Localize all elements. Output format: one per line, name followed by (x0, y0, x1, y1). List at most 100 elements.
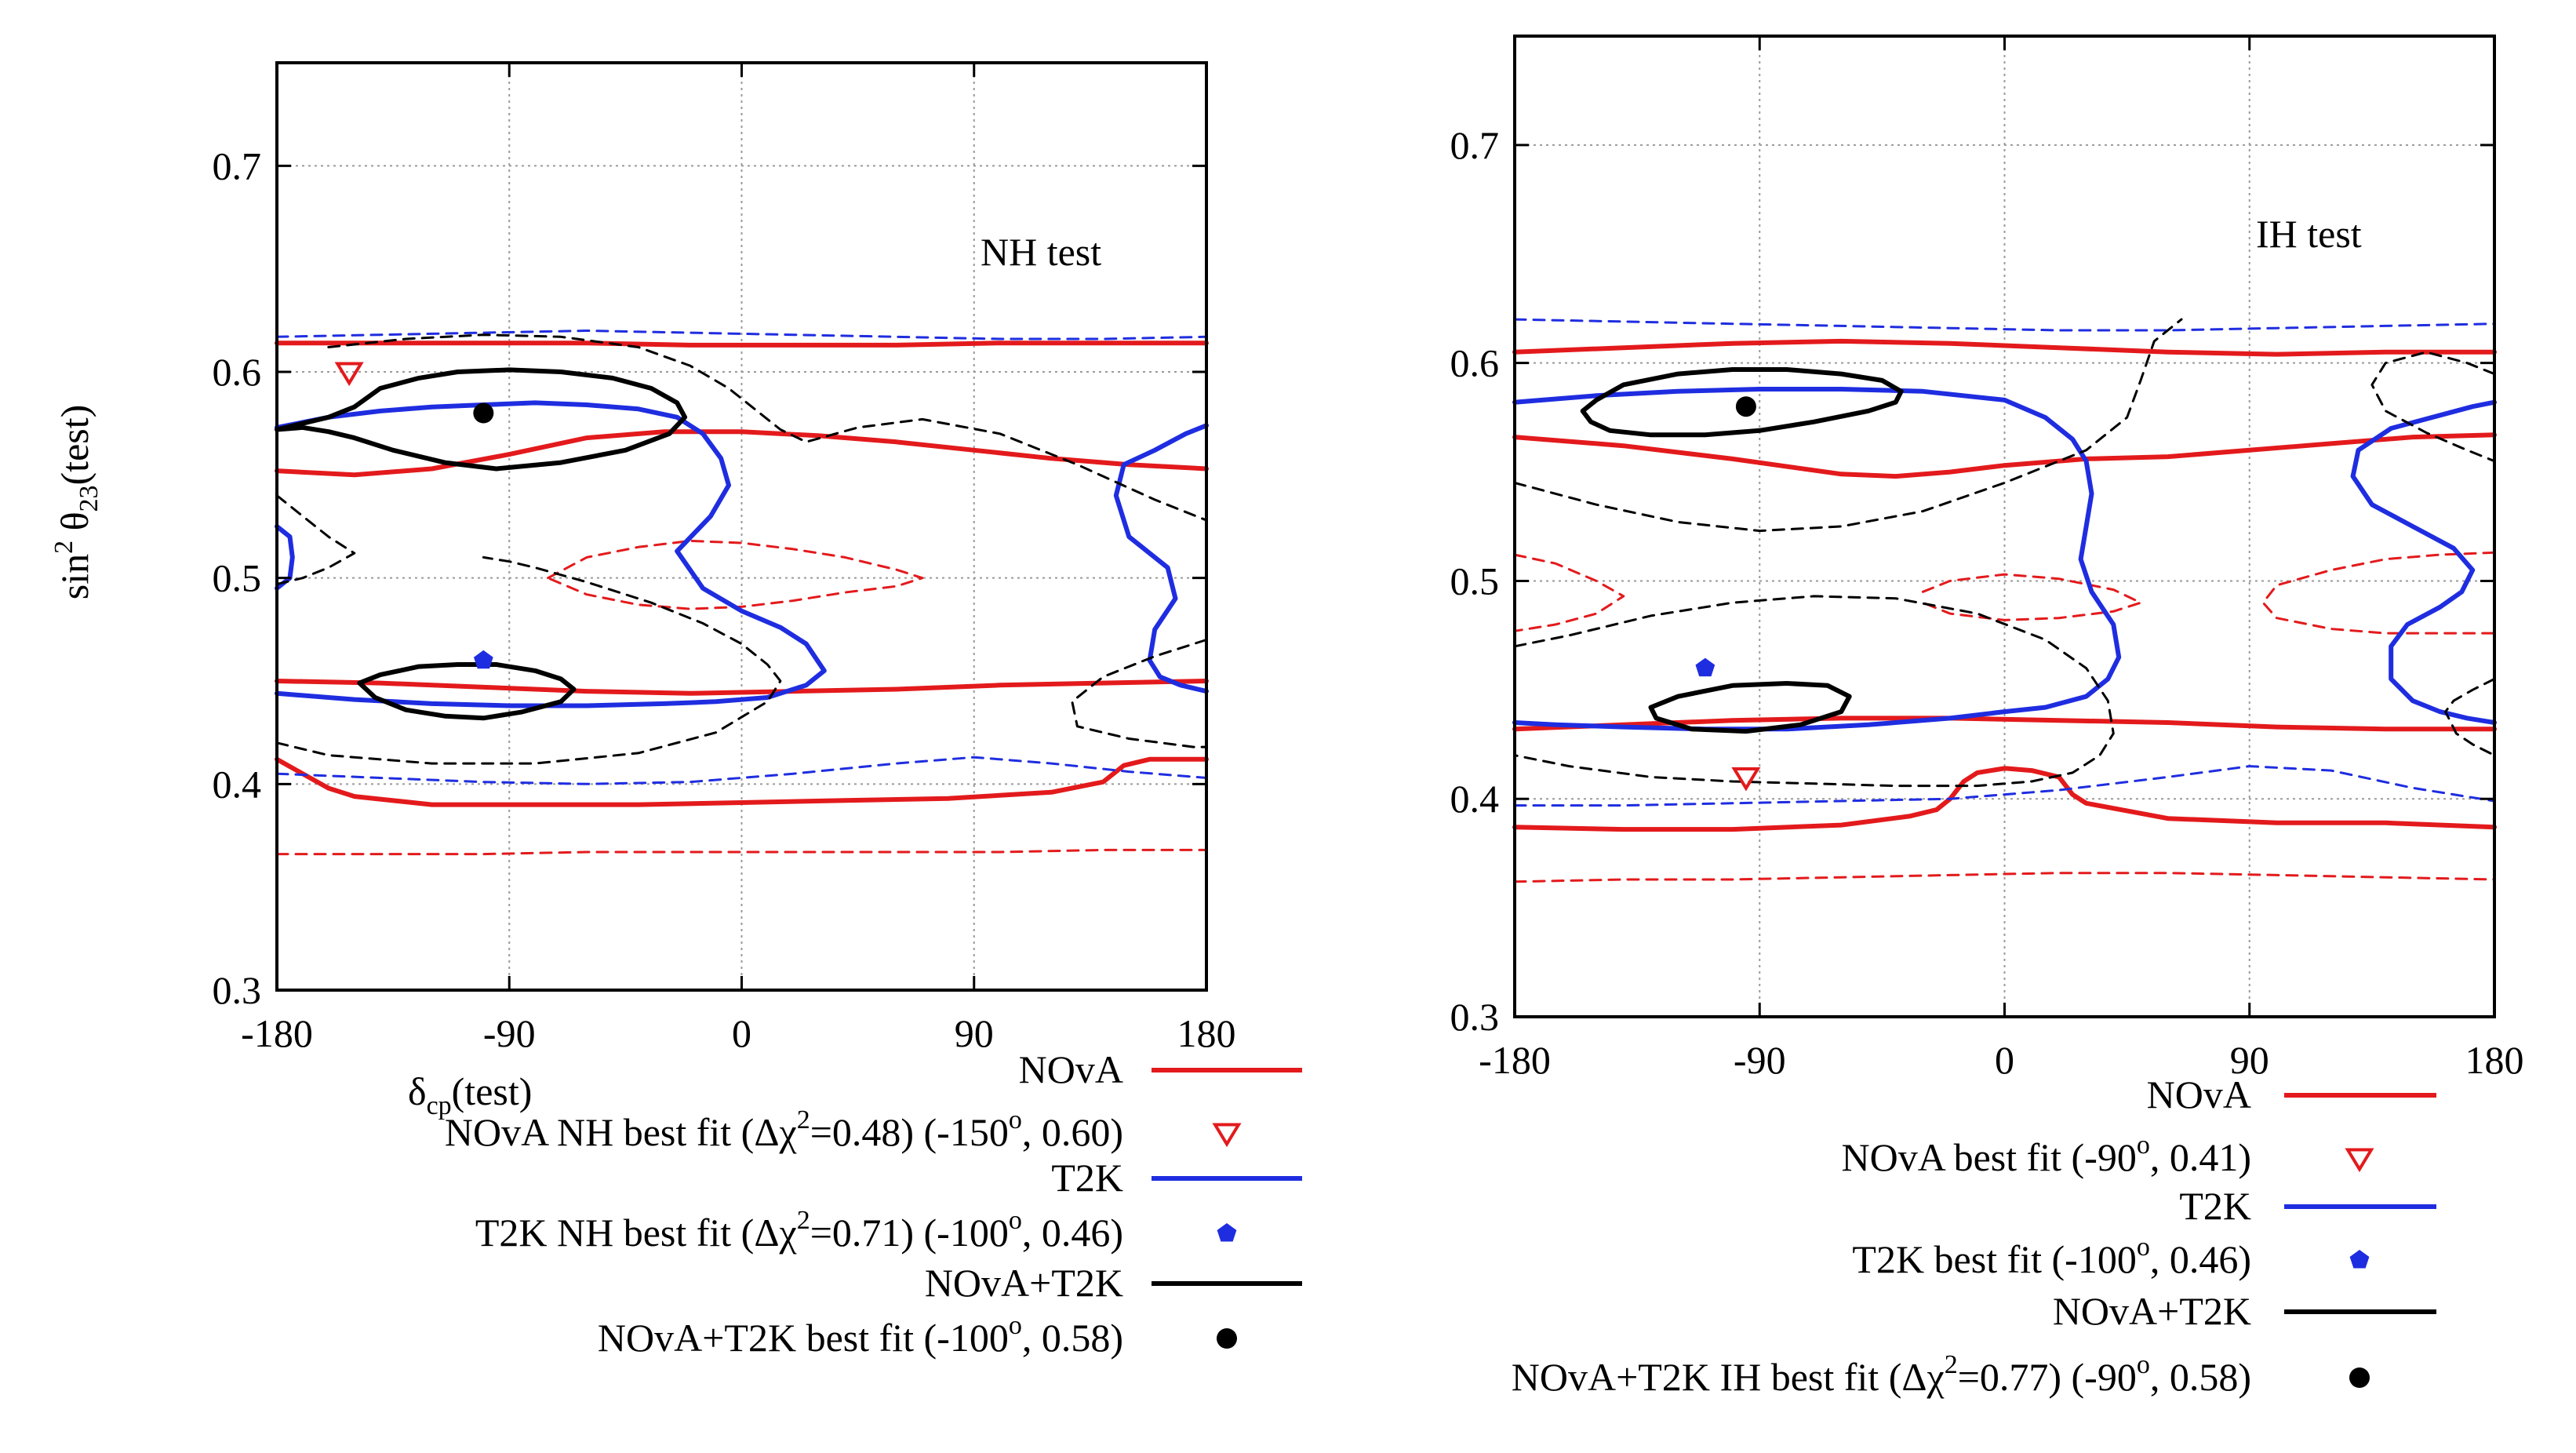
right-series-t2k-8 (1512, 387, 2122, 732)
ylabel-sup: 2 (49, 541, 78, 554)
left-point-t2k-nh-best-fit (474, 650, 493, 669)
right-xtick-label: 180 (2465, 1038, 2524, 1082)
ylabel-sub: 23 (75, 485, 104, 512)
left-series-t2k-6 (275, 400, 827, 708)
right-series-nova-t2k-2--14 (1513, 318, 2183, 533)
left-legend-marker-1 (1212, 1123, 1242, 1148)
legend-text: T2K NH best fit (Δχ (475, 1211, 797, 1255)
right-series-nova-2--5 (1513, 553, 1625, 632)
left-ytick-label: 0.6 (213, 350, 262, 394)
right-series-nova-t2k-2--15 (1513, 595, 2115, 788)
right-series-nova-t2k-2--17 (2444, 677, 2496, 757)
right-series-t2k-9 (2350, 399, 2497, 725)
legend-superscript: o (1009, 1311, 1022, 1340)
left-legend-marker-5 (1217, 1328, 1237, 1349)
left-panel: -180 -90 0 90 180 0.3 0.4 0.5 0.6 0.7 NH test sin… (49, 61, 1302, 1360)
left-series-nova-2--4 (275, 848, 1208, 856)
right-point-nova-t2k-ih-best-fit (1735, 396, 1756, 417)
left-legend-label-1: NOvA NH best fit (Δχ2=0.48) (-150o, 0.60… (445, 1105, 1123, 1154)
left-legend-label-0: NOvA (1019, 1047, 1123, 1091)
left-series-nova-1 (275, 429, 1209, 478)
xlabel-tail: (test) (452, 1069, 533, 1113)
left-y-axis-label: sin2 θ23(test) (49, 405, 104, 600)
left-series-nova-t2k-2--14 (275, 494, 356, 585)
right-ytick-label: 0.7 (1450, 123, 1500, 167)
left-series-nova-0 (275, 340, 1209, 348)
legend-text: , 0.46) (2150, 1237, 2251, 1281)
right-legend-label-3: T2K best fit (-100o, 0.46) (1852, 1233, 2251, 1281)
left-xtick-label: 90 (955, 1011, 994, 1055)
left-series-nova-3 (275, 756, 1209, 807)
legend-superscript: o (1009, 1206, 1022, 1235)
legend-superscript: o (2137, 1131, 2150, 1160)
right-annotation: IH test (2256, 212, 2362, 256)
legend-text: NOvA NH best fit (Δχ (445, 1110, 797, 1154)
right-xtick-label: 0 (1995, 1038, 2014, 1082)
legend-superscript: o (2137, 1350, 2150, 1379)
left-ytick-label: 0.5 (213, 556, 262, 600)
left-legend-label-3: T2K NH best fit (Δχ2=0.71) (-100o, 0.46) (475, 1206, 1123, 1255)
legend-text: =0.71) (-100 (810, 1211, 1009, 1255)
left-series-t2k-8 (1113, 423, 1209, 694)
right-xtick-label: 90 (2230, 1038, 2269, 1082)
left-x-axis-label: δcp(test) (408, 1069, 532, 1120)
right-point-nova-best-fit (1731, 767, 1761, 792)
legend-text: NOvA best fit (-90 (1842, 1135, 2137, 1179)
right-xtick-label: -180 (1479, 1038, 1551, 1082)
left-xtick-label: 0 (732, 1011, 751, 1055)
legend-text: T2K best fit (-100 (1852, 1237, 2136, 1281)
right-panel: -180 -90 0 90 180 0.3 0.4 0.5 0.6 0.7 IH test NOv… (1450, 35, 2524, 1399)
xlabel-main: δ (408, 1069, 427, 1113)
right-series-nova-t2k-2--16 (2370, 351, 2496, 463)
left-xtick-label: -180 (241, 1011, 313, 1055)
right-legend-label-4: NOvA+T2K (2053, 1289, 2251, 1333)
right-series-nova-2--4 (1513, 872, 2496, 883)
right-legend-label-2: T2K (2179, 1184, 2251, 1228)
legend-text: =0.77) (-90 (1958, 1355, 2137, 1399)
xlabel-sub: cp (427, 1091, 452, 1120)
left-point-nova-nh-best-fit (334, 362, 364, 387)
right-series-nova-t2k-13 (1648, 681, 1852, 734)
right-legend-label-1: NOvA best fit (-90o, 0.41) (1842, 1131, 2252, 1179)
legend-superscript: 2 (797, 1105, 810, 1134)
left-ytick-label: 0.7 (213, 144, 262, 188)
legend-text: , 0.58) (1022, 1316, 1123, 1360)
left-ytick-label: 0.4 (213, 762, 262, 806)
left-annotation: NH test (981, 230, 1101, 274)
left-xtick-label: -90 (483, 1011, 536, 1055)
legend-text: , 0.46) (1022, 1211, 1123, 1255)
right-legend-marker-3 (2349, 1250, 2370, 1269)
left-legend-label-2: T2K (1051, 1156, 1123, 1200)
left-series-t2k-2--9 (275, 330, 1208, 340)
right-ytick-label: 0.4 (1450, 777, 1500, 821)
legend-text: , 0.60) (1022, 1110, 1123, 1154)
legend-superscript: 2 (1945, 1350, 1958, 1379)
legend-superscript: o (1009, 1105, 1022, 1134)
legend-text: =0.48) (-150 (810, 1110, 1009, 1154)
right-series-nova-0 (1512, 338, 2497, 357)
left-series-nova-t2k-11 (275, 367, 688, 472)
right-series-nova-3 (1512, 766, 2497, 832)
right-series-nova-t2k-12 (1580, 367, 1904, 438)
ylabel-c: (test) (53, 405, 96, 486)
left-series-nova-2--5 (547, 539, 924, 610)
right-series-t2k-2--11 (1513, 765, 2496, 807)
right-xtick-label: -90 (1734, 1038, 1786, 1082)
left-series-nova-t2k-2--15 (275, 555, 782, 765)
left-ytick-label: 0.3 (213, 968, 262, 1012)
left-series-nova-t2k-2--16 (1071, 639, 1208, 748)
ylabel-b: θ (53, 512, 96, 540)
left-series-t2k-2--10 (275, 756, 1208, 785)
left-xtick-label: 180 (1177, 1011, 1236, 1055)
right-ytick-label: 0.6 (1450, 341, 1500, 385)
left-legend-label-4: NOvA+T2K (925, 1261, 1123, 1305)
left-series-nova-t2k-2--13 (327, 333, 1208, 522)
right-series-nova-1 (1512, 432, 2497, 479)
right-point-t2k-best-fit (1695, 657, 1716, 677)
left-series-nova-2 (275, 679, 1209, 696)
left-series-nova-t2k-12 (357, 662, 577, 721)
right-legend-label-5: NOvA+T2K IH best fit (Δχ2=0.77) (-90o, 0… (1512, 1350, 2251, 1399)
right-ytick-label: 0.3 (1450, 995, 1500, 1039)
